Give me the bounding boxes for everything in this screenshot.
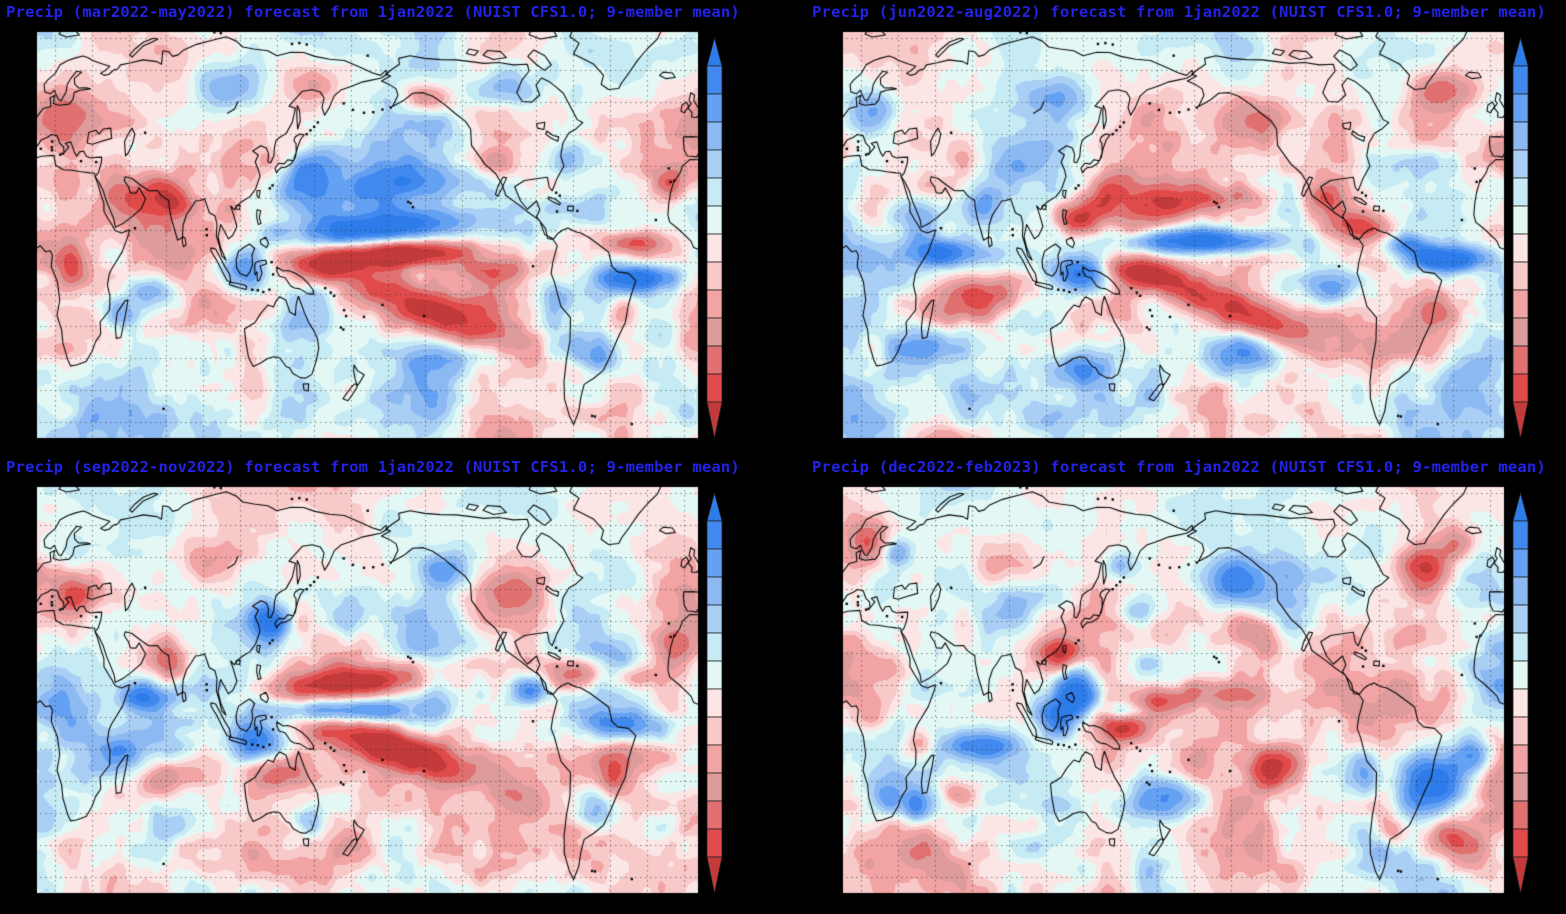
colorbar-segment — [706, 93, 723, 123]
colorbar-segment — [1512, 289, 1529, 319]
colorbar-segment — [1512, 688, 1529, 718]
colorbar-segment — [706, 772, 723, 802]
panel-title: Precip (sep2022-nov2022) forecast from 1… — [6, 458, 740, 476]
colorbar-segment — [706, 716, 723, 746]
colorbar-arrow-up-icon — [1512, 36, 1529, 67]
colorbar-segment — [1512, 744, 1529, 774]
panel-jun-aug-2022: Precip (jun2022-aug2022) forecast from 1… — [806, 0, 1566, 455]
colorbar — [706, 36, 723, 439]
precip-anomaly-map — [841, 485, 1506, 895]
colorbar-segment — [706, 317, 723, 347]
panel-mar-may-2022: Precip (mar2022-may2022) forecast from 1… — [0, 0, 783, 455]
colorbar-segment — [706, 520, 723, 550]
panel-title: Precip (jun2022-aug2022) forecast from 1… — [812, 3, 1546, 21]
precip-anomaly-map — [841, 30, 1506, 440]
colorbar-segment — [1512, 233, 1529, 263]
colorbar-segment — [1512, 520, 1529, 550]
colorbar-segment — [1512, 772, 1529, 802]
colorbar-segment — [706, 632, 723, 662]
colorbar — [1512, 36, 1529, 439]
colorbar-segment — [706, 205, 723, 235]
colorbar-segment — [1512, 121, 1529, 151]
colorbar-segment — [706, 345, 723, 375]
panel-title: Precip (dec2022-feb2023) forecast from 1… — [812, 458, 1546, 476]
colorbar-segment — [1512, 65, 1529, 95]
colorbar-arrow-down-icon — [706, 401, 723, 439]
colorbar-segment — [1512, 604, 1529, 634]
colorbar-arrow-up-icon — [1512, 491, 1529, 522]
colorbar-segment — [1512, 93, 1529, 123]
colorbar-arrow-down-icon — [1512, 401, 1529, 439]
colorbar-arrow-down-icon — [706, 856, 723, 894]
colorbar-segment — [1512, 261, 1529, 291]
colorbar-arrow-up-icon — [706, 491, 723, 522]
colorbar-segment — [706, 604, 723, 634]
colorbar-segment — [1512, 548, 1529, 578]
colorbar-segment — [1512, 716, 1529, 746]
precip-anomaly-map — [35, 485, 700, 895]
colorbar-arrow-down-icon — [1512, 856, 1529, 894]
colorbar-segment — [1512, 632, 1529, 662]
colorbar-segment — [706, 744, 723, 774]
colorbar-segment — [1512, 828, 1529, 858]
colorbar-segment — [706, 800, 723, 830]
colorbar — [1512, 491, 1529, 894]
colorbar-segment — [1512, 800, 1529, 830]
colorbar-segment — [1512, 345, 1529, 375]
colorbar-segment — [706, 576, 723, 606]
colorbar-segment — [1512, 576, 1529, 606]
colorbar-segment — [1512, 149, 1529, 179]
colorbar — [706, 491, 723, 894]
colorbar-segment — [706, 121, 723, 151]
colorbar-segment — [706, 65, 723, 95]
colorbar-segment — [1512, 317, 1529, 347]
colorbar-segment — [706, 688, 723, 718]
colorbar-segment — [706, 289, 723, 319]
colorbar-segment — [706, 828, 723, 858]
panel-title: Precip (mar2022-may2022) forecast from 1… — [6, 3, 740, 21]
colorbar-segment — [1512, 660, 1529, 690]
colorbar-segment — [706, 233, 723, 263]
colorbar-segment — [706, 548, 723, 578]
colorbar-segment — [1512, 205, 1529, 235]
panel-dec-feb-2023: Precip (dec2022-feb2023) forecast from 1… — [806, 455, 1566, 910]
colorbar-segment — [706, 373, 723, 403]
panel-sep-nov-2022: Precip (sep2022-nov2022) forecast from 1… — [0, 455, 783, 910]
colorbar-segment — [1512, 373, 1529, 403]
precip-anomaly-map — [35, 30, 700, 440]
colorbar-segment — [706, 177, 723, 207]
colorbar-segment — [706, 660, 723, 690]
colorbar-segment — [706, 149, 723, 179]
colorbar-arrow-up-icon — [706, 36, 723, 67]
colorbar-segment — [1512, 177, 1529, 207]
colorbar-segment — [706, 261, 723, 291]
